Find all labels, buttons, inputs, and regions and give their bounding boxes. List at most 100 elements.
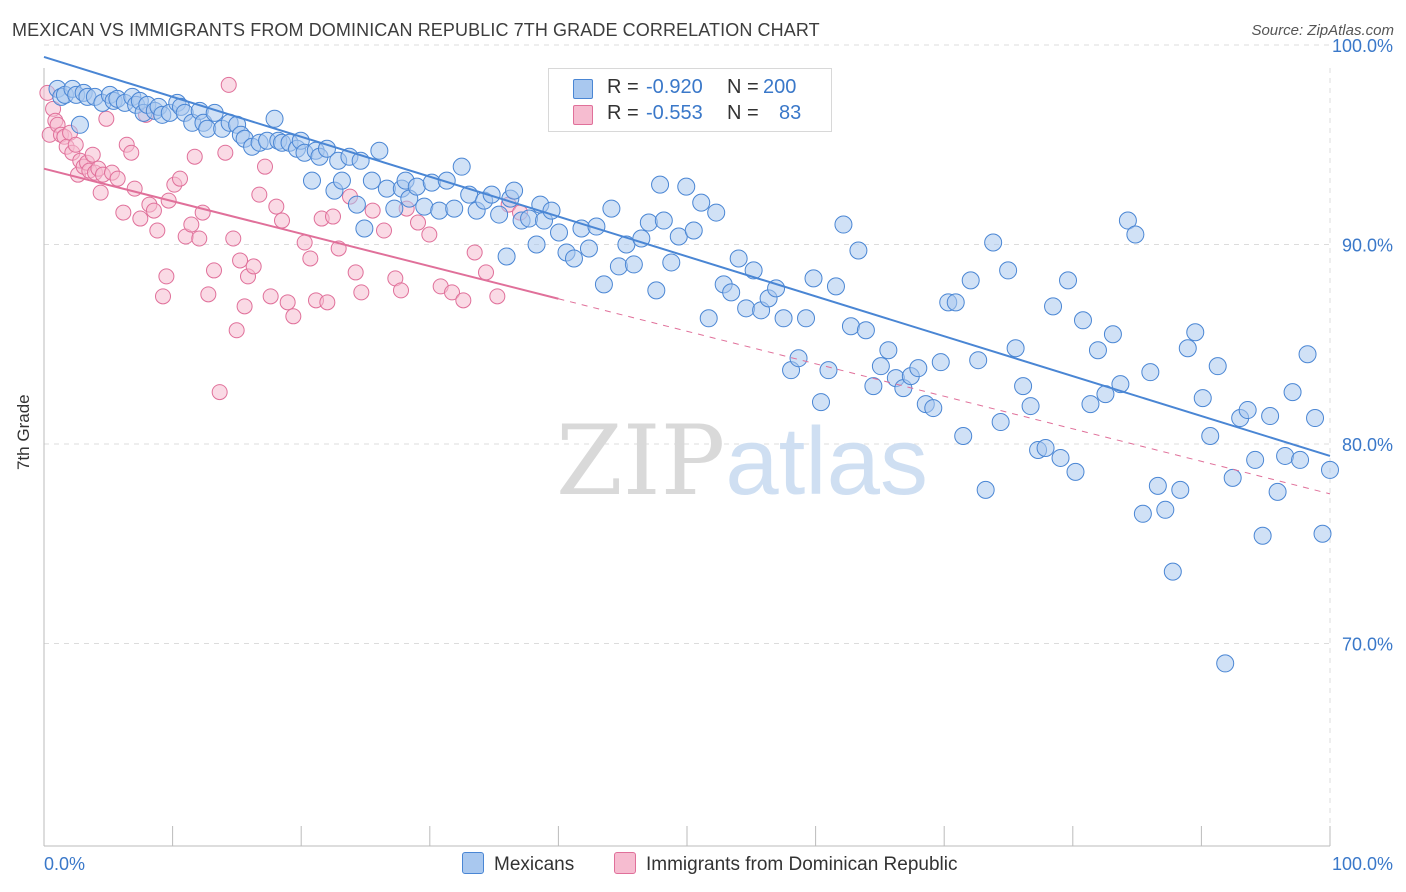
mexican-point bbox=[1059, 271, 1078, 290]
mexican-point bbox=[647, 281, 666, 300]
mexican-point bbox=[1073, 311, 1092, 330]
mexican-point bbox=[1178, 339, 1197, 358]
dominican-point bbox=[347, 264, 364, 281]
mexican-point bbox=[1276, 446, 1295, 465]
dominican-point bbox=[325, 208, 341, 225]
dominican-point bbox=[393, 282, 409, 299]
tick-labels: 70.0% 80.0% 90.0% 100.0% 0.0% 100.0% bbox=[44, 36, 1393, 874]
mexican-point bbox=[819, 361, 838, 380]
dominican-point bbox=[109, 170, 126, 187]
dominican-point bbox=[225, 230, 242, 247]
mexican-point bbox=[729, 249, 748, 268]
mexican-point bbox=[602, 199, 621, 218]
legend-n-label: N = bbox=[727, 76, 759, 98]
mexican-point bbox=[662, 253, 681, 272]
mexican-point bbox=[946, 293, 965, 312]
dominican-point bbox=[92, 184, 109, 201]
mexican-points bbox=[48, 79, 1339, 673]
bottom-legend-swatch-pink bbox=[614, 852, 636, 874]
dominican-point bbox=[296, 234, 313, 251]
dominican-point bbox=[302, 250, 319, 267]
legend-r-label: R = bbox=[607, 102, 639, 124]
dominican-point bbox=[123, 144, 140, 161]
dominican-point bbox=[149, 222, 166, 239]
legend-swatch-blue bbox=[573, 79, 593, 99]
mexican-point bbox=[961, 271, 980, 290]
mexican-point bbox=[651, 175, 670, 194]
y-tick-label: 80.0% bbox=[1342, 435, 1393, 455]
mexican-point bbox=[594, 275, 613, 294]
mexican-point bbox=[1291, 450, 1310, 469]
mexican-point bbox=[385, 199, 404, 218]
dominican-point bbox=[251, 186, 268, 203]
mexican-point bbox=[445, 199, 464, 218]
mexican-point bbox=[1313, 524, 1332, 543]
mexican-point bbox=[198, 119, 217, 138]
mexican-point bbox=[490, 205, 509, 224]
mexican-point bbox=[1298, 345, 1317, 364]
dominican-point bbox=[274, 212, 290, 229]
y-tick-label: 90.0% bbox=[1342, 235, 1393, 255]
y-tick-label: 70.0% bbox=[1342, 634, 1393, 654]
mexican-point bbox=[1088, 341, 1107, 360]
legend-swatch-pink bbox=[573, 105, 593, 125]
mexican-point bbox=[1208, 357, 1227, 376]
mexican-point bbox=[849, 241, 868, 260]
mexican-point bbox=[205, 103, 224, 122]
mexican-point bbox=[1021, 397, 1040, 416]
mexican-point bbox=[564, 249, 583, 268]
legend-r-value: -0.553 bbox=[646, 102, 703, 124]
dominican-point bbox=[364, 202, 381, 219]
mexican-point bbox=[437, 171, 456, 190]
mexican-point bbox=[1066, 462, 1085, 481]
mexican-point bbox=[744, 261, 763, 280]
mexican-point bbox=[497, 247, 516, 266]
mexican-point bbox=[407, 177, 426, 196]
dominican-point bbox=[353, 284, 370, 301]
dominican-point bbox=[115, 204, 132, 221]
mexican-point bbox=[1126, 225, 1145, 244]
mexican-point bbox=[1283, 383, 1302, 402]
trend-lines bbox=[43, 56, 1331, 495]
legend-r-value: -0.920 bbox=[646, 76, 703, 98]
mexican-point bbox=[1216, 654, 1235, 673]
dominican-point bbox=[262, 288, 279, 305]
dominican-point bbox=[319, 294, 336, 311]
mexican-point bbox=[415, 197, 434, 216]
bottom-legend-swatch-blue bbox=[462, 852, 484, 874]
mexican-point bbox=[482, 185, 501, 204]
mexican-point bbox=[302, 171, 321, 190]
mexican-point bbox=[654, 211, 673, 230]
dominican-point bbox=[257, 158, 273, 175]
mexican-point bbox=[70, 115, 89, 134]
watermark: ZIPatlas bbox=[556, 405, 928, 517]
mexican-point bbox=[1036, 438, 1055, 457]
dominican-point bbox=[145, 202, 162, 219]
dominican-point bbox=[191, 230, 208, 247]
mexican-point bbox=[969, 351, 988, 370]
mexican-point bbox=[841, 317, 860, 336]
mexican-point bbox=[1171, 480, 1190, 499]
dominican-point bbox=[421, 226, 438, 243]
mexican-point bbox=[370, 141, 389, 160]
mexican-point bbox=[722, 283, 741, 302]
mexican-point bbox=[520, 209, 539, 228]
mexican-point bbox=[774, 309, 793, 328]
mexican-point bbox=[1321, 460, 1339, 479]
watermark-zip: ZIP bbox=[556, 405, 726, 517]
dominican-point bbox=[236, 298, 253, 315]
mexican-trend-line bbox=[43, 56, 1331, 457]
mexican-point bbox=[1163, 562, 1182, 581]
dominican-point bbox=[183, 216, 200, 233]
mexican-point bbox=[1051, 448, 1070, 467]
mexican-point bbox=[811, 393, 830, 412]
legend-r-label: R = bbox=[607, 76, 639, 98]
mexican-point bbox=[527, 235, 546, 254]
mexican-point bbox=[767, 279, 786, 298]
mexican-point bbox=[1148, 476, 1167, 495]
bottom-legend-mexicans: Mexicans bbox=[462, 852, 574, 876]
dominican-point bbox=[211, 384, 228, 401]
dominican-points bbox=[39, 76, 528, 401]
mexican-point bbox=[1014, 377, 1033, 396]
mexican-point bbox=[999, 261, 1018, 280]
